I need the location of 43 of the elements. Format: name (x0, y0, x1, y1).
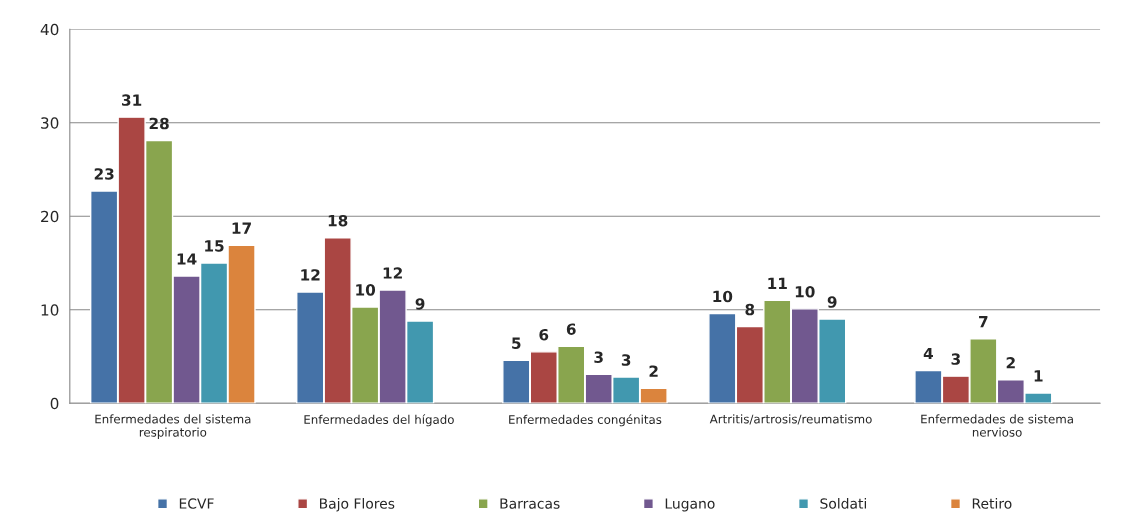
y-tick-label: 20 (41, 210, 59, 223)
data-label: 12 (383, 267, 402, 279)
data-label: 3 (951, 353, 960, 365)
legend-label: Retiro (972, 498, 1012, 509)
data-label: 11 (768, 277, 787, 289)
data-label: 4 (923, 347, 933, 360)
y-tick-label: 30 (41, 117, 59, 129)
data-label: 10 (356, 284, 376, 296)
data-label: 14 (177, 253, 197, 265)
data-label: 3 (621, 354, 631, 366)
legend-label: Soldati (820, 498, 867, 509)
data-label: 17 (232, 222, 251, 234)
y-tick-label: 0 (50, 397, 59, 410)
data-label: 28 (149, 117, 169, 130)
data-label: 8 (745, 303, 755, 316)
x-tick-label: Enfermedades del hígado (304, 414, 454, 427)
x-tick-label: Artritis/artrosis/reumatismo (709, 414, 872, 425)
y-tick-label: 40 (40, 23, 59, 36)
data-label: 10 (795, 285, 815, 298)
data-label: 7 (979, 316, 988, 328)
data-label: 9 (827, 296, 837, 308)
data-label: 5 (512, 337, 521, 349)
data-label: 2 (649, 365, 658, 377)
legend-label: Lugano (665, 498, 715, 512)
legend-label: ECVF (179, 498, 214, 509)
legend-label: Barracas (500, 498, 560, 509)
data-label: 31 (122, 94, 142, 106)
x-tick-label: Enfermedades de sistema nervioso (921, 414, 1073, 437)
data-label: 6 (539, 329, 549, 341)
data-label: 3 (594, 351, 603, 363)
y-tick-label: 10 (41, 304, 59, 316)
data-label: 1 (1034, 370, 1043, 382)
x-tick-label: Enfermedades del sistema respiratorio (95, 414, 251, 440)
data-label: 2 (1006, 357, 1015, 369)
x-tick-label: Enfermedades congénitas (509, 414, 662, 427)
data-label: 12 (301, 269, 320, 281)
data-label: 23 (94, 168, 114, 180)
data-label: 10 (713, 290, 733, 303)
data-label: 15 (205, 240, 224, 252)
data-label: 6 (566, 323, 576, 335)
data-label: 18 (328, 214, 348, 227)
data-label: 9 (415, 298, 425, 310)
legend-label: Bajo Flores (319, 498, 395, 512)
